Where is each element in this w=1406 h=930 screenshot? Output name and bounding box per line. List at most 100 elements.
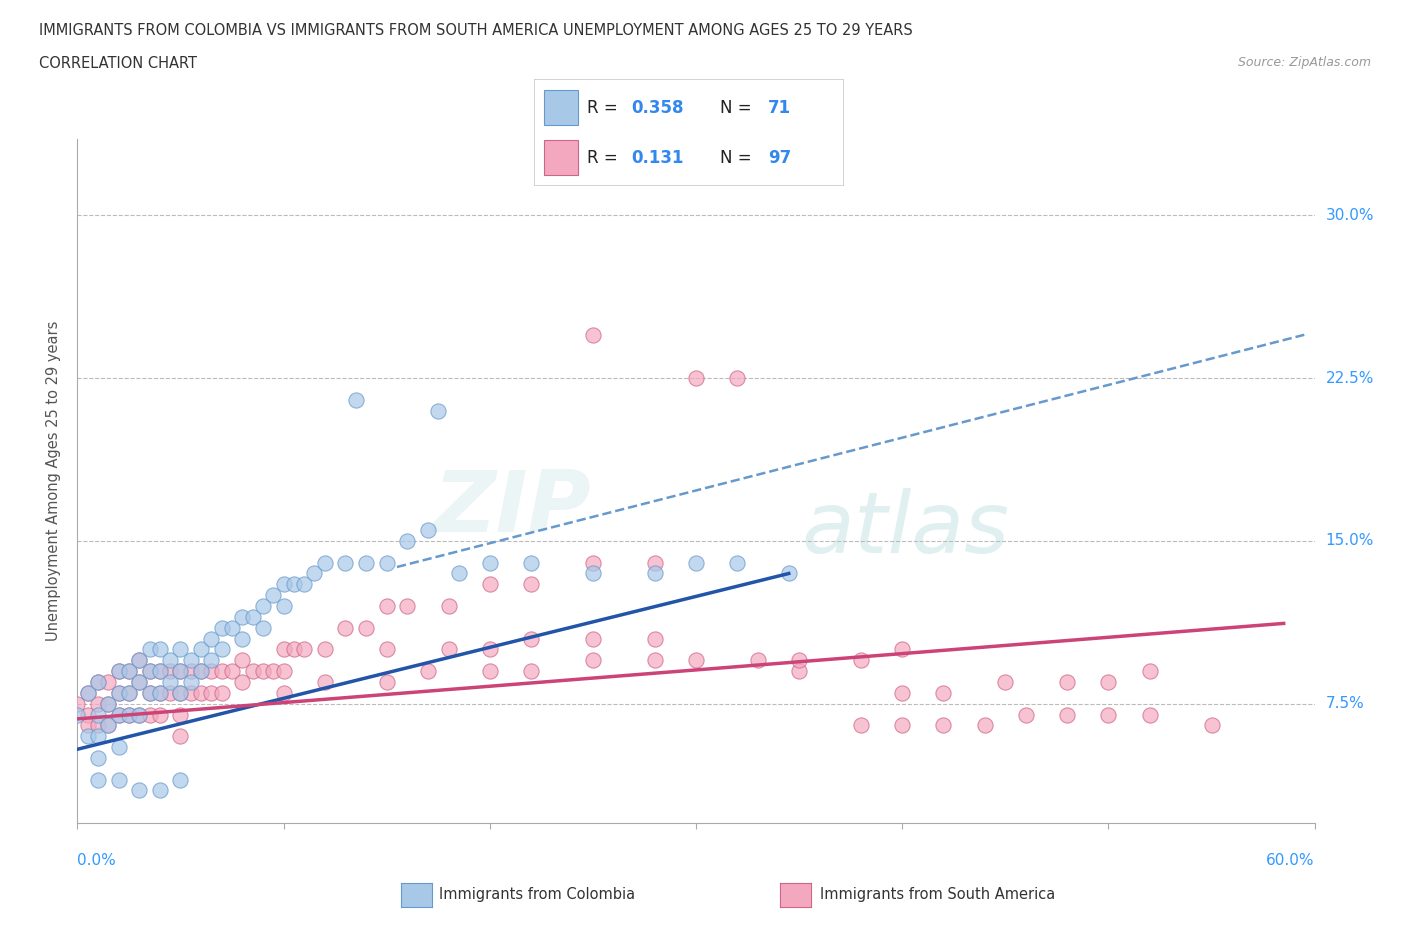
Point <box>149 664 172 679</box>
Point <box>252 620 274 635</box>
Text: IMMIGRANTS FROM COLOMBIA VS IMMIGRANTS FROM SOUTH AMERICA UNEMPLOYMENT AMONG AGE: IMMIGRANTS FROM COLOMBIA VS IMMIGRANTS F… <box>39 23 912 38</box>
Point <box>138 685 160 700</box>
Point <box>891 685 914 700</box>
Point <box>190 685 212 700</box>
Point <box>582 555 605 570</box>
Point <box>354 555 377 570</box>
Text: CORRELATION CHART: CORRELATION CHART <box>39 56 197 71</box>
Point <box>107 685 129 700</box>
Text: atlas: atlas <box>801 487 1010 571</box>
Point <box>231 674 253 689</box>
Point <box>644 566 666 581</box>
Text: R =: R = <box>586 99 623 117</box>
Point <box>314 674 336 689</box>
Text: N =: N = <box>720 149 756 166</box>
Point <box>169 664 191 679</box>
Point <box>520 664 543 679</box>
Point <box>97 697 120 711</box>
Point <box>87 718 110 733</box>
Point <box>107 772 129 787</box>
Point <box>747 653 769 668</box>
Point <box>273 577 295 591</box>
Point <box>97 674 120 689</box>
Text: ZIP: ZIP <box>433 467 591 551</box>
Point <box>211 642 233 657</box>
Point <box>375 555 398 570</box>
Text: Source: ZipAtlas.com: Source: ZipAtlas.com <box>1237 56 1371 69</box>
Text: R =: R = <box>586 149 628 166</box>
FancyBboxPatch shape <box>534 79 844 186</box>
Text: 0.131: 0.131 <box>631 149 685 166</box>
Point <box>107 664 129 679</box>
Point <box>231 609 253 624</box>
Point <box>190 664 212 679</box>
Point <box>149 642 172 657</box>
Point <box>973 718 995 733</box>
Point <box>994 674 1017 689</box>
Point <box>87 674 110 689</box>
Point <box>787 664 810 679</box>
Point <box>211 664 233 679</box>
Point <box>221 620 243 635</box>
Point <box>304 566 326 581</box>
Point <box>211 620 233 635</box>
Point <box>169 772 191 787</box>
Point <box>685 371 707 386</box>
Point <box>87 772 110 787</box>
Point <box>725 371 748 386</box>
Point <box>644 555 666 570</box>
Point <box>262 664 284 679</box>
Point <box>97 697 120 711</box>
Text: 15.0%: 15.0% <box>1326 534 1374 549</box>
Point <box>76 718 98 733</box>
Point <box>849 653 872 668</box>
Point <box>87 674 110 689</box>
Point <box>138 685 160 700</box>
Point <box>169 729 191 744</box>
Point <box>335 620 357 635</box>
Point <box>375 599 398 614</box>
Point <box>118 664 141 679</box>
Point <box>252 664 274 679</box>
Point <box>932 718 955 733</box>
Point <box>97 718 120 733</box>
Point <box>169 664 191 679</box>
Point <box>1139 664 1161 679</box>
Point <box>396 599 419 614</box>
Point <box>283 577 305 591</box>
Point <box>778 566 800 581</box>
Point <box>354 620 377 635</box>
Point <box>725 555 748 570</box>
Point <box>76 729 98 744</box>
Point <box>190 642 212 657</box>
Point <box>138 707 160 722</box>
Point <box>242 609 264 624</box>
Point <box>242 664 264 679</box>
Point <box>149 685 172 700</box>
Point <box>273 685 295 700</box>
Point <box>1201 718 1223 733</box>
Point <box>200 653 222 668</box>
Point <box>76 685 98 700</box>
Point <box>128 653 150 668</box>
Point <box>1056 707 1078 722</box>
Point <box>180 653 202 668</box>
Point <box>416 523 439 538</box>
Point <box>211 685 233 700</box>
Point <box>138 664 160 679</box>
Point <box>1015 707 1038 722</box>
FancyBboxPatch shape <box>544 140 578 175</box>
Text: 0.0%: 0.0% <box>77 853 117 868</box>
Point <box>128 707 150 722</box>
Point <box>478 577 501 591</box>
Point <box>478 642 501 657</box>
Point <box>200 664 222 679</box>
Text: 22.5%: 22.5% <box>1326 371 1374 386</box>
Point <box>169 642 191 657</box>
Point <box>200 631 222 646</box>
Point <box>292 642 315 657</box>
Point <box>447 566 470 581</box>
Point <box>849 718 872 733</box>
Point <box>138 664 160 679</box>
Point <box>231 653 253 668</box>
